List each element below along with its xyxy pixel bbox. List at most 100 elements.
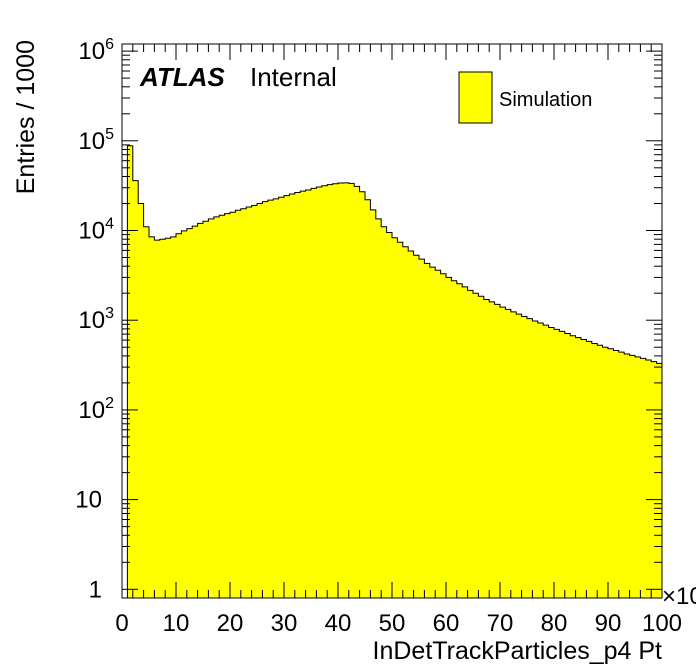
y-axis-title: Entries / 1000 — [12, 40, 40, 194]
histogram-bar — [613, 350, 620, 598]
histogram-bar — [510, 311, 517, 598]
histogram-bar — [618, 352, 625, 598]
histogram-bar — [311, 188, 317, 598]
histogram-bar — [267, 200, 274, 598]
x-tick-label: 70 — [487, 610, 514, 637]
histogram-bar — [462, 286, 468, 598]
histogram-bar — [246, 206, 252, 599]
histogram-bar — [197, 223, 204, 598]
histogram-bar — [354, 186, 360, 599]
histogram-bar — [402, 246, 409, 598]
histogram-bar — [575, 337, 582, 598]
x-tick-label: 20 — [217, 610, 244, 637]
histogram-bar — [467, 290, 474, 598]
histogram-bar — [203, 221, 209, 598]
histogram-bar — [645, 360, 652, 598]
histogram-bar — [365, 199, 371, 598]
histogram-bar — [273, 198, 279, 598]
histogram-bar — [257, 203, 263, 598]
histogram-bar — [159, 239, 166, 598]
x-tick-label: 50 — [379, 610, 406, 637]
histogram-bar — [635, 356, 641, 598]
x-multiplier-label: ×103 — [662, 581, 696, 610]
histogram-bar — [192, 226, 198, 598]
histogram-bar — [564, 333, 571, 598]
histogram-bar — [149, 236, 155, 599]
histogram-bar — [602, 347, 609, 598]
histogram-bar — [586, 341, 593, 598]
histogram-bar — [359, 191, 366, 598]
histogram-bar — [127, 145, 134, 598]
x-tick-label: 60 — [433, 610, 460, 637]
histogram-bar — [154, 240, 161, 599]
histogram-bar — [170, 236, 177, 599]
x-tick-label: 0 — [115, 610, 128, 637]
histogram-bar — [284, 195, 290, 598]
histogram-bar — [516, 314, 522, 598]
histogram-bar — [597, 345, 603, 598]
histogram-bar — [527, 318, 533, 598]
histogram-bar — [581, 339, 587, 598]
histogram-bar — [224, 213, 231, 599]
histogram-bar — [138, 203, 144, 598]
histogram-bar — [262, 201, 269, 598]
atlas-label: ATLAS — [139, 62, 225, 92]
y-tick-label: 104 — [78, 216, 114, 245]
histogram-bar — [289, 194, 296, 598]
histogram-bar — [321, 185, 328, 598]
histogram-bar — [651, 361, 657, 598]
histogram-bar — [629, 355, 636, 598]
histogram-bar — [392, 237, 398, 598]
histogram-bar — [419, 259, 425, 598]
histogram-bar — [413, 255, 420, 599]
histogram-bar — [181, 230, 188, 598]
histogram-bar — [332, 183, 339, 598]
histogram-bar — [591, 343, 598, 598]
histogram-bar — [521, 316, 528, 598]
legend-swatch — [458, 71, 493, 124]
histogram-bar — [305, 189, 312, 599]
histogram-bar — [338, 183, 344, 599]
histogram-bar — [176, 233, 182, 598]
histogram-bar — [213, 216, 220, 598]
histogram-bar — [548, 327, 555, 598]
histogram-outline — [122, 145, 662, 599]
histogram-bar — [408, 251, 414, 599]
histogram-bar — [656, 363, 663, 598]
histogram-bar — [143, 226, 150, 599]
x-tick-label: 90 — [595, 610, 622, 637]
histogram-bar — [397, 242, 404, 598]
axes — [121, 43, 663, 599]
histogram-bar — [348, 183, 355, 598]
histogram-bar — [446, 277, 452, 598]
histogram-bar — [440, 273, 447, 598]
histogram-bar — [327, 184, 333, 599]
y-tick-label: 102 — [78, 395, 114, 424]
histogram-bar — [489, 301, 495, 598]
x-axis-title: InDetTrackParticles_p4 Pt — [373, 637, 663, 665]
x-tick-label: 30 — [271, 610, 298, 637]
histogram-bar — [381, 226, 387, 599]
histogram-bar — [343, 182, 350, 598]
histogram-bar — [208, 218, 215, 598]
histogram-bar — [300, 191, 306, 598]
histogram-bar — [456, 283, 463, 598]
histogram-bar — [451, 280, 458, 598]
y-tick-label: 103 — [78, 305, 114, 334]
x-tick-label: 100 — [642, 610, 682, 637]
histogram-bar — [235, 210, 242, 598]
histogram-bar — [251, 205, 258, 599]
histogram-bar — [186, 228, 193, 599]
histogram-bar — [278, 197, 285, 598]
y-tick-label: 106 — [78, 36, 114, 65]
histogram-bar — [559, 331, 566, 598]
histogram-bar — [240, 208, 247, 598]
histogram-bar — [608, 348, 614, 598]
histogram-bar — [570, 335, 576, 598]
x-tick-label: 40 — [325, 610, 352, 637]
legend: Simulation — [458, 71, 592, 124]
histogram-bar — [386, 232, 393, 598]
histogram-bar — [532, 320, 539, 598]
